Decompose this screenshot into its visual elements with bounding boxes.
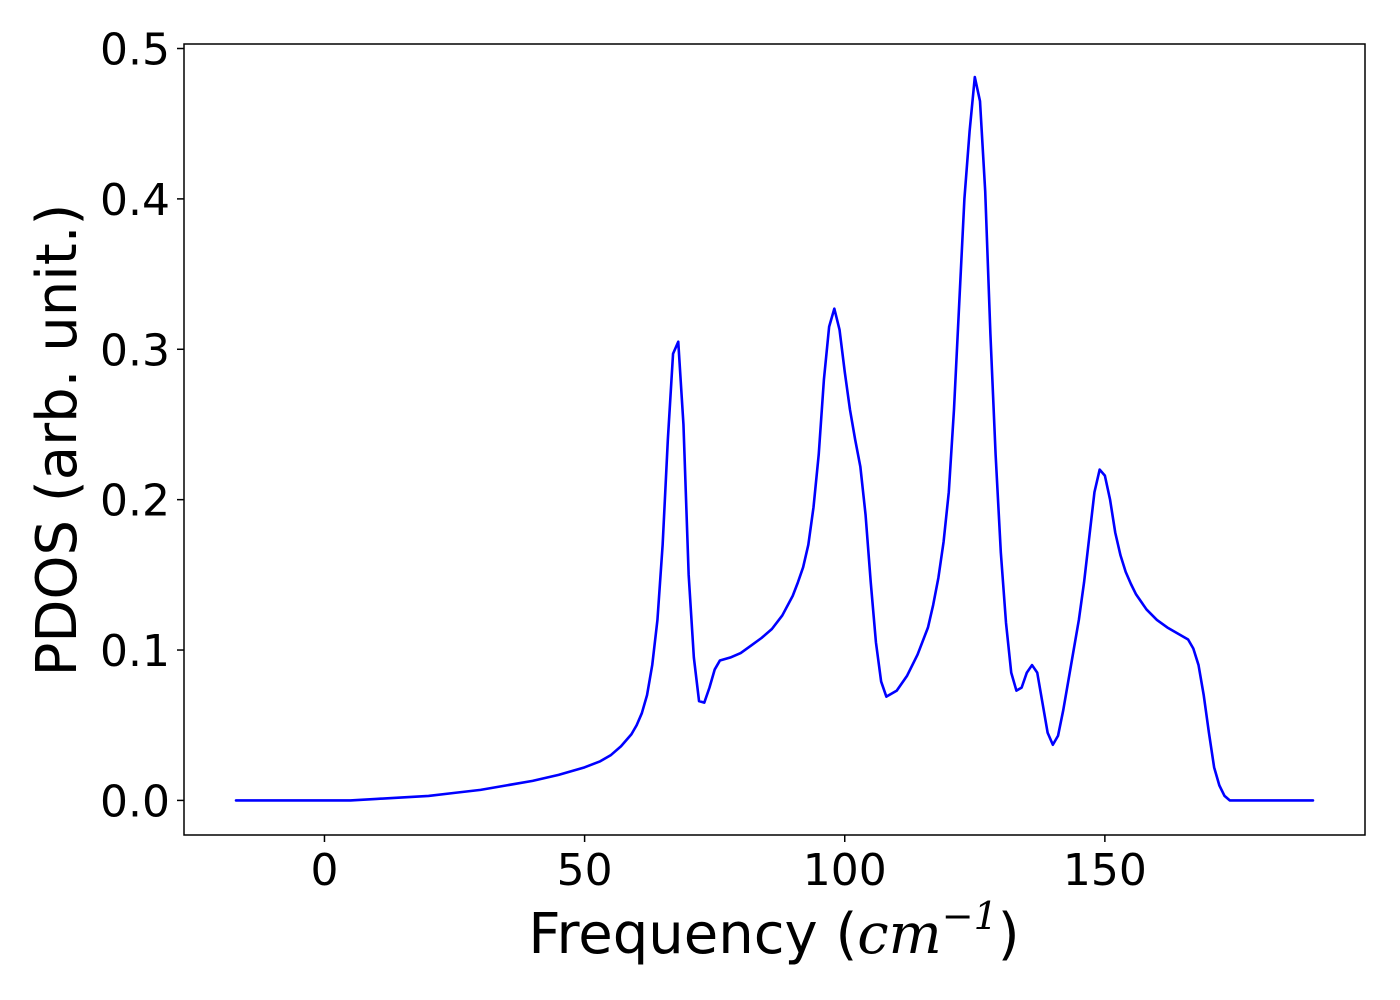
x-axis-ticks: 0 50 100 150 [310, 835, 1147, 896]
y-tick-label: 0.4 [100, 175, 170, 226]
y-axis-ticks: 0.0 0.1 0.2 0.3 0.4 0.5 [100, 25, 184, 827]
y-tick-label: 0.0 [100, 776, 170, 827]
y-tick-label: 0.3 [100, 325, 170, 376]
y-tick-label: 0.5 [100, 25, 170, 76]
x-axis-title-exponent: −1 [942, 894, 998, 938]
x-tick-label: 0 [310, 845, 338, 896]
x-axis-title-unit: cm [857, 902, 941, 967]
plot-frame [183, 43, 1366, 836]
x-tick-label: 100 [803, 845, 887, 896]
y-tick-label: 0.1 [100, 626, 170, 677]
x-tick-label: 150 [1063, 845, 1147, 896]
plot-area [234, 75, 1315, 802]
x-tick-label: 50 [557, 845, 613, 896]
y-tick-label: 0.2 [100, 476, 170, 527]
x-axis-title-suffix: ) [998, 902, 1020, 967]
x-axis-title: Frequency (cm−1) [528, 894, 1019, 967]
x-axis-title-prefix: Frequency ( [528, 902, 857, 967]
series-line-0 [234, 75, 1315, 802]
y-axis-title: PDOS (arb. unit.) [25, 204, 90, 677]
